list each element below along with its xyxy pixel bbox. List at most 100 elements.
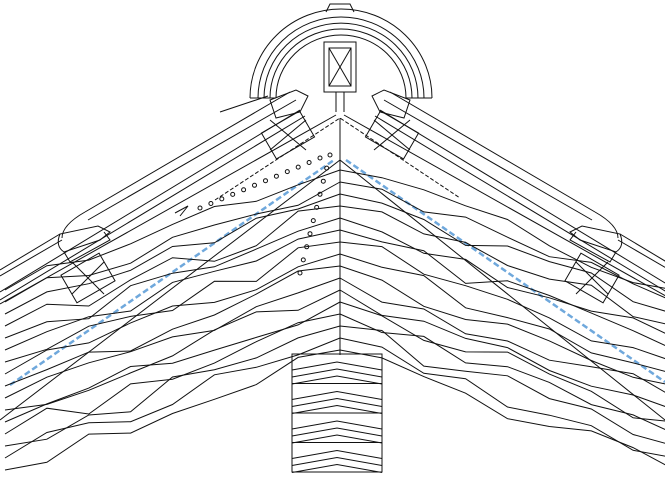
cap-arc — [263, 22, 419, 99]
hole — [320, 178, 326, 184]
hole — [297, 270, 303, 276]
tile-line — [383, 99, 593, 221]
left-tiles — [0, 89, 337, 305]
grain — [291, 427, 383, 437]
hole — [310, 218, 316, 224]
tile-line — [84, 91, 291, 213]
vapour-layer — [9, 158, 335, 387]
ridge-batten — [323, 41, 357, 112]
insulation-fibre — [4, 205, 341, 327]
insulation-fibre — [4, 193, 341, 315]
tile-lip — [57, 225, 111, 253]
hole — [304, 244, 310, 250]
tile-line — [389, 91, 596, 213]
tile-line — [374, 115, 665, 292]
hole — [241, 187, 247, 193]
grain — [291, 375, 383, 385]
tile-line — [0, 233, 61, 271]
grain — [291, 434, 383, 444]
tile-line — [0, 115, 306, 301]
hole — [284, 169, 290, 175]
insulation-fibre — [4, 229, 341, 351]
membrane — [214, 117, 461, 201]
tile-line — [0, 239, 63, 277]
tile-curve — [61, 211, 86, 239]
hole — [317, 191, 323, 197]
hole — [252, 182, 257, 188]
batten-box — [323, 41, 357, 93]
batten — [60, 252, 116, 304]
tile-line — [87, 99, 297, 221]
hole — [230, 191, 236, 197]
cap-arc — [257, 16, 425, 99]
tile-lug — [371, 89, 411, 119]
hole — [263, 178, 268, 184]
batten-cross — [575, 261, 609, 295]
insulation-fibre — [339, 301, 665, 422]
tile-line — [617, 239, 665, 268]
grain — [291, 368, 383, 378]
insulation-fibre — [339, 253, 665, 372]
hole — [317, 155, 323, 161]
batten-cross — [71, 261, 105, 295]
grain — [291, 463, 383, 473]
insulation-fibre — [339, 349, 665, 466]
ridge-beam — [291, 353, 383, 473]
tile-line — [0, 109, 301, 293]
tile-line — [619, 233, 665, 262]
insulation-fibre — [4, 349, 341, 471]
batten-inner — [328, 47, 352, 87]
tile-line — [219, 95, 269, 113]
tile-lug — [269, 89, 309, 119]
insulation-fibre — [4, 337, 341, 459]
hole — [307, 231, 313, 237]
hole — [300, 257, 306, 263]
batten — [564, 252, 620, 304]
hole — [295, 164, 301, 170]
insulation-fibre — [4, 169, 341, 291]
insulation-fibre — [4, 313, 341, 435]
batten — [260, 110, 316, 160]
tile-curve — [594, 211, 619, 239]
insulation-fibre — [339, 325, 665, 444]
insulation-fibre — [4, 217, 341, 339]
insulation-fibre — [339, 289, 665, 407]
tile-lip — [569, 225, 623, 253]
cap-arc — [269, 28, 413, 99]
vapour-layer — [345, 158, 665, 384]
insulation-fibre — [4, 277, 341, 399]
insulation-fibre — [4, 253, 341, 375]
insulation-fibre — [4, 265, 341, 387]
tile-line — [343, 114, 665, 297]
grain — [291, 420, 383, 430]
insulation-fibre — [339, 169, 665, 289]
hole — [197, 205, 203, 211]
ventilation-holes — [197, 152, 333, 276]
insulation-fibre — [4, 241, 341, 363]
hole — [219, 196, 225, 202]
hole — [327, 152, 333, 158]
insulation — [4, 169, 665, 471]
insulation-fibre — [4, 181, 341, 303]
hole — [208, 201, 214, 206]
insulation-fibre — [339, 241, 665, 360]
batten-cross — [373, 119, 411, 151]
grain — [291, 361, 383, 371]
insulation-fibre — [4, 289, 341, 411]
hole — [273, 173, 279, 179]
batten — [364, 110, 420, 160]
hole — [314, 204, 320, 210]
cap-arc — [275, 34, 407, 99]
tile-lug — [63, 231, 111, 263]
grain — [291, 404, 383, 414]
grain — [291, 449, 383, 459]
hole — [324, 165, 330, 171]
hole — [306, 160, 312, 165]
arrow — [174, 205, 189, 217]
batten-cross — [328, 47, 352, 87]
insulation-fibre — [339, 205, 665, 325]
insulation-fibre — [4, 325, 341, 447]
right-tiles — [343, 89, 665, 304]
